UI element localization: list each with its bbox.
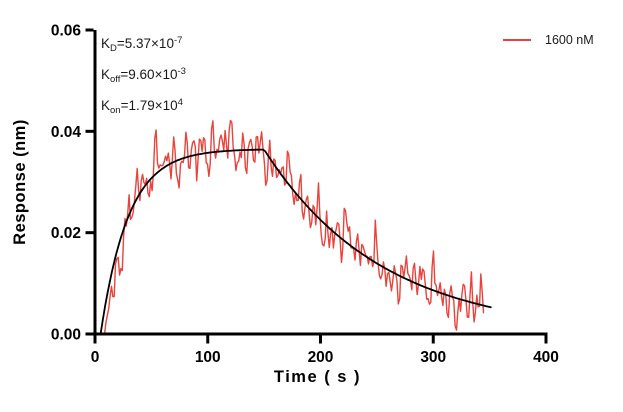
x-tick-label: 400 <box>533 349 559 366</box>
y-tick-label: 0.02 <box>51 225 81 242</box>
legend-label: 1600 nM <box>545 33 594 47</box>
x-tick-label: 300 <box>420 349 446 366</box>
x-tick-label: 0 <box>91 349 100 366</box>
kon-value: =1.79×10 <box>120 98 178 113</box>
kd-subscript: D <box>110 43 117 54</box>
x-tick-label: 200 <box>308 349 334 366</box>
kon-symbol: K <box>101 98 111 113</box>
koff-symbol: K <box>101 67 111 82</box>
kinetics-annotation: KD=5.37×10-7 Koff=9.60×10-3 Kon=1.79×104 <box>101 29 186 122</box>
kd-exponent: -7 <box>173 35 183 46</box>
series-1600nM-trace <box>99 119 485 335</box>
kd-value: =5.37×10 <box>116 36 174 51</box>
y-axis-title: Response (nm) <box>11 119 29 245</box>
koff-exponent: -3 <box>177 66 186 77</box>
x-tick-label: 100 <box>195 349 221 366</box>
x-axis-title: Time ( s ) <box>274 368 361 386</box>
koff-line: Koff=9.60×10-3 <box>101 60 186 91</box>
y-tick-label: 0.04 <box>51 124 82 141</box>
kon-line: Kon=1.79×104 <box>101 91 186 122</box>
legend: 1600 nM <box>503 33 594 47</box>
fit-curve-line <box>99 148 492 335</box>
kd-symbol: K <box>101 36 111 51</box>
legend-line-swatch <box>503 39 531 41</box>
kon-exponent: 4 <box>177 97 183 108</box>
kon-subscript: on <box>110 105 121 116</box>
koff-subscript: off <box>110 74 121 85</box>
kd-line: KD=5.37×10-7 <box>101 29 186 60</box>
y-tick-label: 0.00 <box>51 327 81 344</box>
y-tick-label: 0.06 <box>51 23 82 40</box>
koff-value: =9.60×10 <box>120 67 178 82</box>
